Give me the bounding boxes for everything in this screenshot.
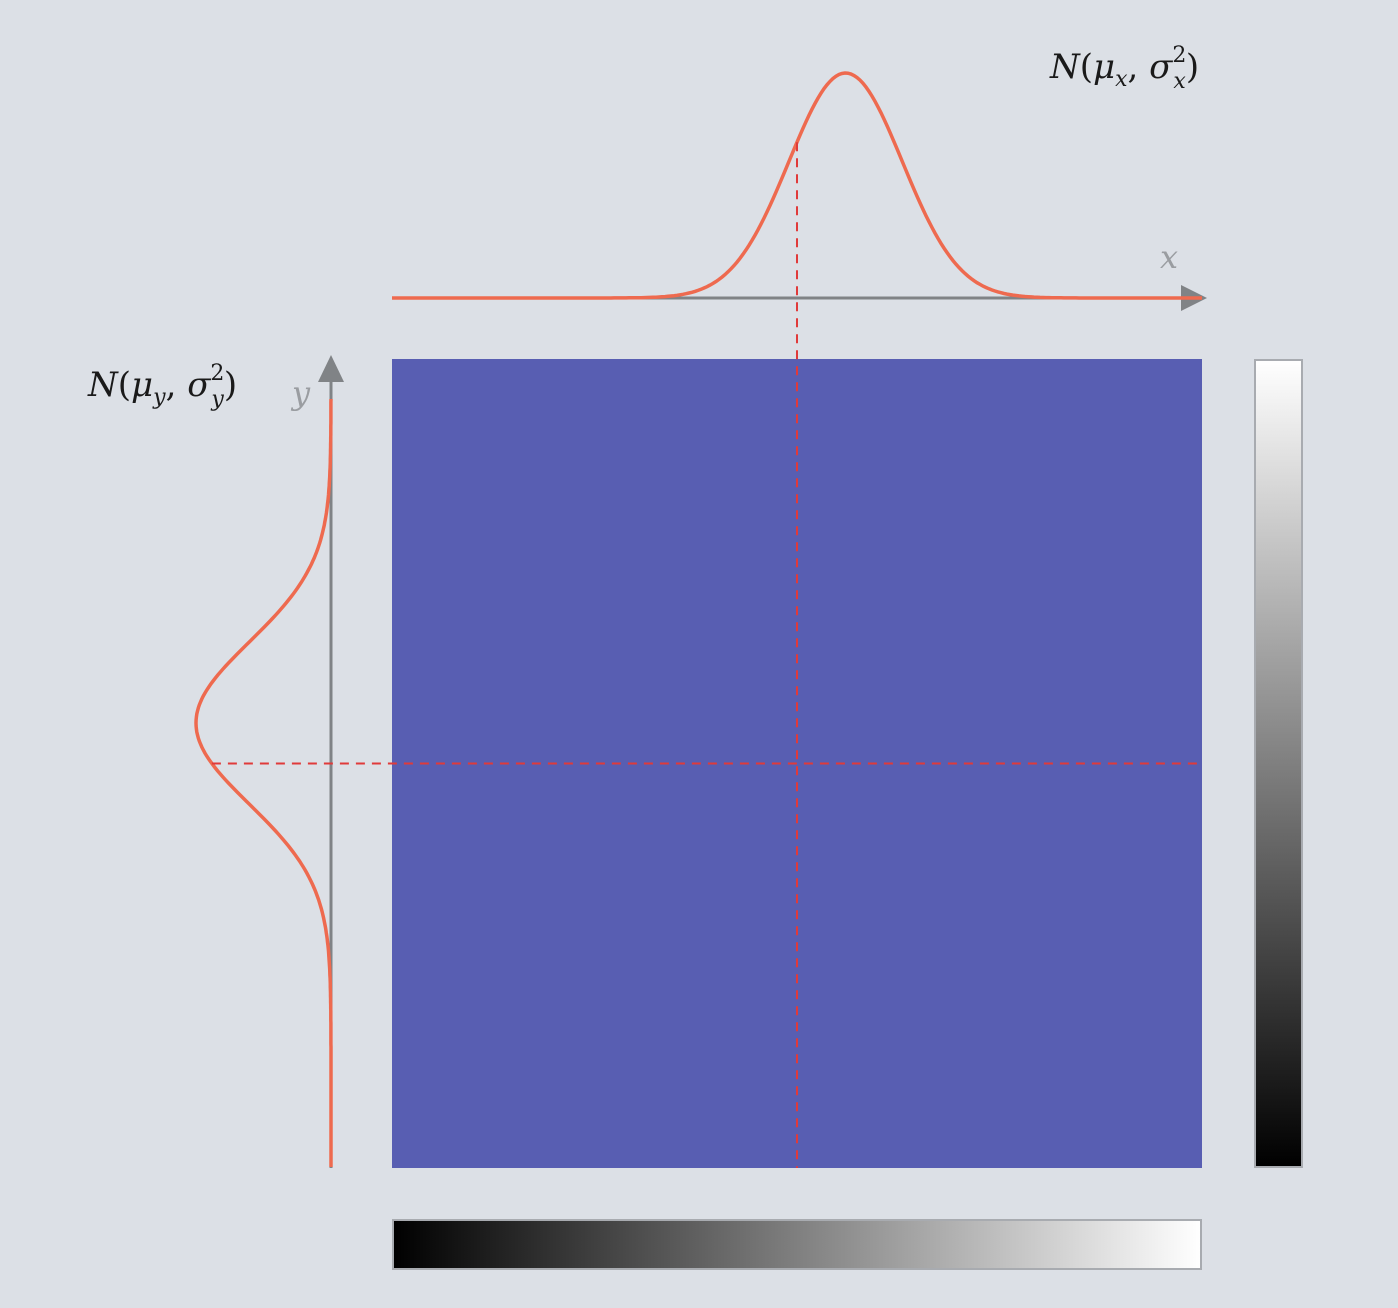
vertical-colorbar <box>1254 359 1303 1168</box>
y-axis-label: y <box>290 374 311 412</box>
horizontal-colorbar <box>392 1219 1202 1270</box>
x-distribution-label: N(μx, σ2 x) <box>1049 43 1199 94</box>
y-axis-arrowhead <box>318 355 344 382</box>
y-distribution-label: N(μy, σ2 y) <box>87 361 237 412</box>
x-marginal-gaussian-curve <box>392 71 1202 300</box>
x-axis-label: x <box>1160 238 1178 276</box>
y-marginal-gaussian-curve <box>194 398 333 1167</box>
